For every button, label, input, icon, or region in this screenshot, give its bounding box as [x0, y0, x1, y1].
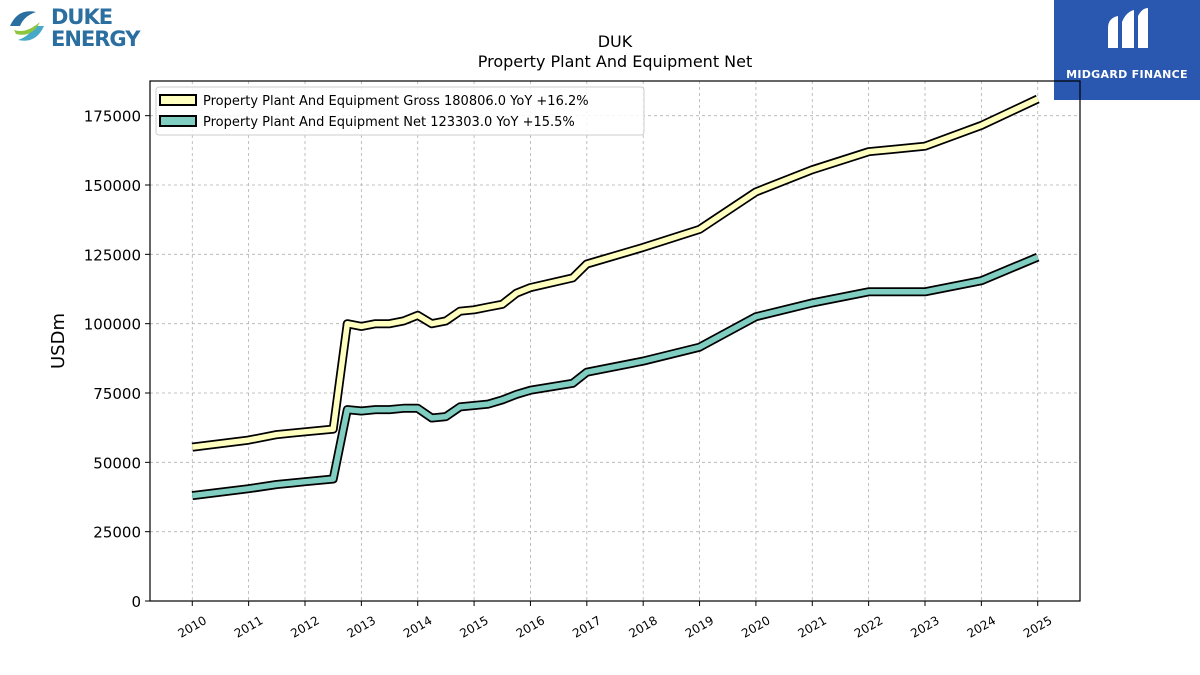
duke-energy-mark-icon: [10, 11, 44, 41]
x-tick-label: 2020: [739, 613, 772, 640]
duke-energy-logo: DUKE ENERGY: [6, 4, 146, 54]
x-tick-label: 2021: [796, 613, 829, 640]
y-tick-label: 150000: [84, 177, 141, 195]
x-tick-label: 2023: [908, 613, 941, 640]
series-layer: [191, 94, 1040, 501]
y-tick-label: 125000: [84, 246, 141, 264]
legend-swatch: [159, 94, 197, 106]
x-tick-label: 2014: [401, 613, 434, 640]
chart-subtitle: Property Plant And Equipment Net: [477, 52, 753, 71]
plot-frame: [149, 80, 1081, 602]
chart-title: DUK: [597, 32, 633, 51]
series-outline-0: [191, 94, 1040, 452]
legend-box: [155, 86, 645, 136]
y-tick-label: 100000: [84, 316, 141, 334]
duke-energy-wordmark: DUKE ENERGY: [51, 5, 140, 51]
y-tick-label: 25000: [93, 524, 141, 542]
legend-entry: Property Plant And Equipment Gross 18080…: [203, 94, 589, 109]
x-tick-label: 2024: [965, 613, 998, 640]
y-tick-label: 175000: [84, 108, 141, 126]
x-tick-label: 2018: [626, 613, 659, 640]
series-line-0: [191, 96, 1039, 450]
x-tick-label: 2013: [345, 613, 378, 640]
y-tick-label: 0: [131, 593, 141, 611]
x-tick-label: 2015: [457, 613, 490, 640]
x-tick-label: 2022: [852, 613, 885, 640]
x-tick-label: 2012: [288, 613, 321, 640]
x-tick-label: 2010: [176, 613, 209, 640]
legend-entry: Property Plant And Equipment Net 123303.…: [203, 115, 575, 130]
series-line-1: [191, 254, 1039, 499]
x-ticks: 2010 2011 2012 2013 2014 2015 2016 2017 2018 2019…: [176, 601, 1054, 641]
legend: Property Plant And Equipment Gross 18080…: [155, 86, 645, 136]
legend-swatch: [159, 115, 197, 127]
midgard-finance-logo: MIDGARD FINANCE: [1054, 0, 1200, 100]
midgard-mark-icon: [1108, 8, 1148, 48]
x-tick-label: 2016: [514, 613, 547, 640]
y-ticks: 0 25000 50000 75000 100000 125000 150000 175000: [84, 108, 150, 611]
x-tick-label: 2019: [683, 613, 716, 640]
y-tick-label: 75000: [93, 385, 141, 403]
x-tick-label: 2017: [570, 613, 603, 640]
y-axis-label: USDm: [48, 313, 69, 369]
y-tick-label: 50000: [93, 454, 141, 472]
grid-layer: [150, 81, 1080, 601]
x-tick-label: 2011: [232, 613, 265, 640]
midgard-finance-label: MIDGARD FINANCE: [1066, 68, 1188, 81]
x-tick-label: 2025: [1021, 613, 1054, 640]
